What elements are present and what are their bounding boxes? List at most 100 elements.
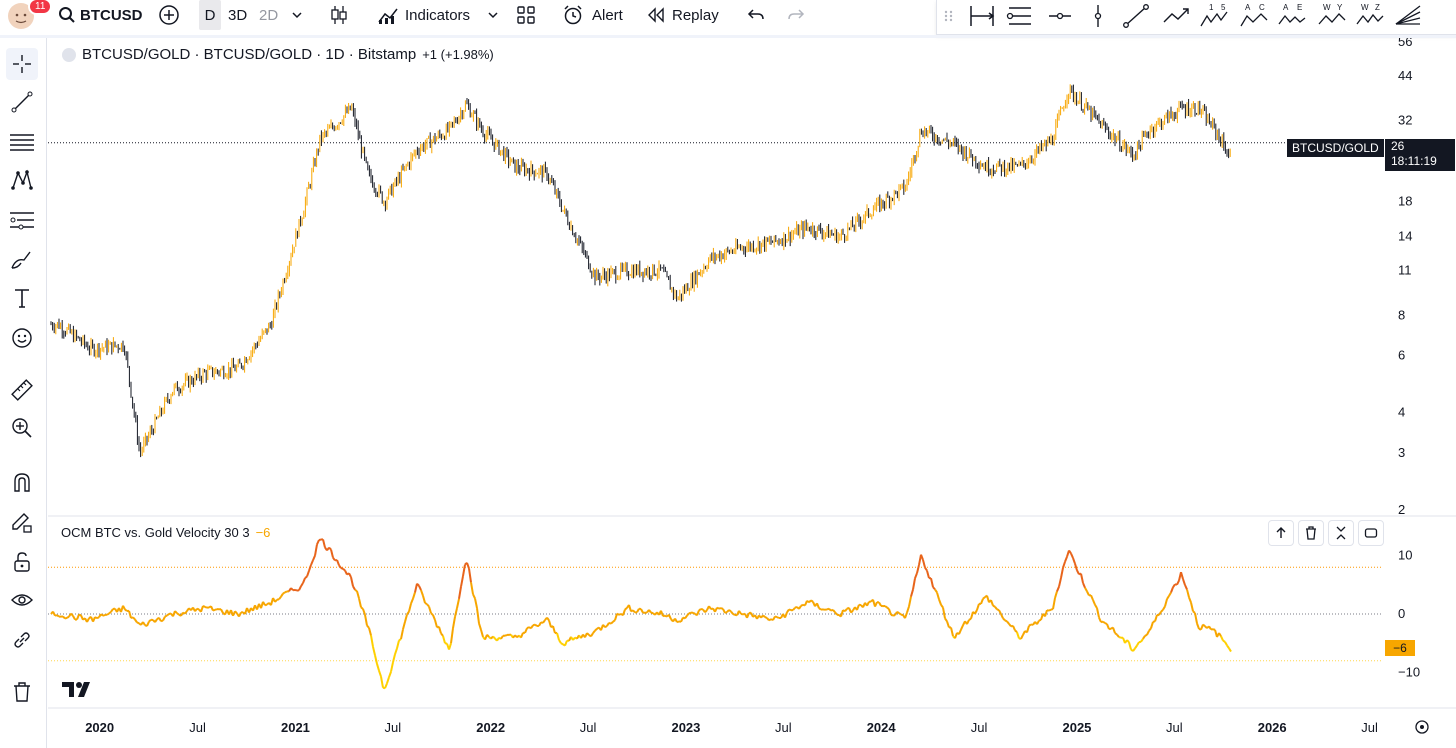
velocity-segment bbox=[450, 628, 454, 644]
velocity-segment bbox=[56, 614, 60, 618]
velocity-segment bbox=[214, 608, 218, 611]
move-pane-up-button[interactable] bbox=[1268, 520, 1294, 546]
velocity-segment bbox=[420, 589, 424, 597]
sync-drawings[interactable] bbox=[6, 624, 38, 656]
velocity-segment bbox=[162, 616, 166, 622]
emoji-tool[interactable] bbox=[6, 322, 38, 354]
interval-dropdown[interactable] bbox=[291, 0, 303, 30]
velocity-segment bbox=[306, 570, 310, 577]
velocity-segment bbox=[262, 601, 266, 606]
redo-button[interactable] bbox=[786, 0, 806, 30]
interval-2d[interactable]: 2D bbox=[259, 6, 279, 24]
velocity-segment bbox=[498, 636, 502, 640]
indicators-dropdown[interactable] bbox=[487, 0, 499, 30]
more-drawing-tools[interactable] bbox=[1393, 2, 1423, 30]
indicator-axis[interactable]: 10 0 −10 bbox=[1398, 548, 1420, 680]
velocity-segment bbox=[294, 588, 298, 592]
time-axis-label: Jul bbox=[189, 720, 206, 735]
horizontal-ray-tool[interactable] bbox=[1045, 2, 1075, 30]
price-series bbox=[50, 84, 1231, 458]
trend-line-tool[interactable] bbox=[1121, 2, 1151, 30]
fib-fan-icon bbox=[1395, 5, 1421, 25]
svg-text:1: 1 bbox=[1209, 3, 1214, 12]
layouts-button[interactable] bbox=[516, 0, 536, 30]
collapse-pane-button[interactable] bbox=[1328, 520, 1354, 546]
velocity-segment bbox=[910, 589, 914, 597]
lock-drawings[interactable] bbox=[6, 546, 38, 578]
velocity-segment bbox=[794, 605, 798, 609]
measure-tool[interactable] bbox=[6, 374, 38, 406]
velocity-segment bbox=[312, 555, 316, 561]
zoom-in-tool[interactable] bbox=[6, 412, 38, 444]
velocity-segment bbox=[144, 624, 148, 627]
velocity-segment bbox=[1092, 599, 1096, 606]
stay-in-drawing-mode[interactable] bbox=[6, 506, 38, 538]
undo-button[interactable] bbox=[746, 0, 766, 30]
svg-text:E: E bbox=[1297, 3, 1302, 12]
velocity-segment bbox=[1180, 571, 1184, 580]
chart-type-button[interactable] bbox=[328, 0, 350, 30]
indicators-icon bbox=[378, 8, 398, 24]
velocity-segment bbox=[746, 612, 750, 619]
interval-d[interactable]: D bbox=[199, 0, 221, 30]
velocity-segment bbox=[976, 603, 980, 611]
velocity-segment bbox=[354, 588, 358, 592]
fib-tool[interactable] bbox=[6, 126, 38, 158]
alert-button[interactable]: Alert bbox=[562, 0, 623, 30]
interval-3d[interactable]: 3D bbox=[228, 6, 248, 24]
remove-drawings[interactable] bbox=[6, 676, 38, 708]
date-price-range-tool[interactable] bbox=[967, 2, 997, 30]
eye-icon bbox=[11, 594, 33, 606]
symbol-search-button[interactable]: BTCUSD bbox=[58, 0, 143, 30]
velocity-segment bbox=[330, 549, 334, 558]
settings-gear-button[interactable] bbox=[1415, 720, 1429, 734]
price-axis-label: 56 bbox=[1398, 38, 1412, 49]
maximize-pane-button[interactable] bbox=[1358, 520, 1384, 546]
line-tool[interactable] bbox=[6, 86, 38, 118]
velocity-segment bbox=[430, 612, 434, 616]
velocity-segment bbox=[1128, 641, 1132, 650]
trend-line-icon bbox=[1123, 4, 1149, 28]
compare-symbol-button[interactable] bbox=[158, 0, 180, 30]
velocity-segment bbox=[328, 546, 332, 551]
velocity-segment bbox=[564, 640, 568, 647]
tradingview-logo[interactable] bbox=[62, 680, 96, 703]
brush-tool[interactable] bbox=[6, 244, 38, 276]
price-axis-label: 4 bbox=[1398, 405, 1405, 420]
delete-pane-button[interactable] bbox=[1298, 520, 1324, 546]
legend-title[interactable]: BTCUSD/GOLD · BTCUSD/GOLD · 1D · Bitstam… bbox=[82, 46, 417, 63]
text-tool[interactable] bbox=[6, 282, 38, 314]
magnet-tool[interactable] bbox=[6, 466, 38, 498]
time-axis[interactable]: 2020 Jul 2021 Jul 2022 Jul 2023 Jul 2024 Jul 2025 J… bbox=[85, 720, 1378, 735]
pattern-tool[interactable] bbox=[6, 164, 38, 196]
velocity-segment bbox=[1202, 623, 1206, 628]
vertical-line-tool[interactable] bbox=[1083, 2, 1113, 30]
velocity-segment bbox=[304, 575, 308, 579]
velocity-segment bbox=[718, 607, 722, 610]
fib-retracement-tool[interactable] bbox=[1005, 2, 1035, 30]
indicator-title[interactable]: OCM BTC vs. Gold Velocity 30 3 bbox=[61, 525, 250, 540]
drag-handle[interactable] bbox=[939, 2, 959, 30]
user-avatar[interactable]: 11 bbox=[6, 0, 53, 30]
crosshair-tool[interactable] bbox=[6, 48, 38, 80]
forecasting-tool[interactable] bbox=[6, 204, 38, 236]
indicators-button[interactable]: Indicators bbox=[377, 0, 470, 30]
velocity-segment bbox=[372, 646, 376, 656]
velocity-segment bbox=[96, 616, 100, 620]
svg-text:A: A bbox=[1245, 3, 1251, 12]
velocity-segment bbox=[176, 612, 180, 616]
velocity-segment bbox=[86, 617, 90, 623]
replay-button[interactable]: Replay bbox=[646, 0, 719, 30]
velocity-segment bbox=[166, 613, 170, 617]
path-tool[interactable] bbox=[1161, 2, 1191, 30]
hide-drawings[interactable] bbox=[6, 584, 38, 616]
